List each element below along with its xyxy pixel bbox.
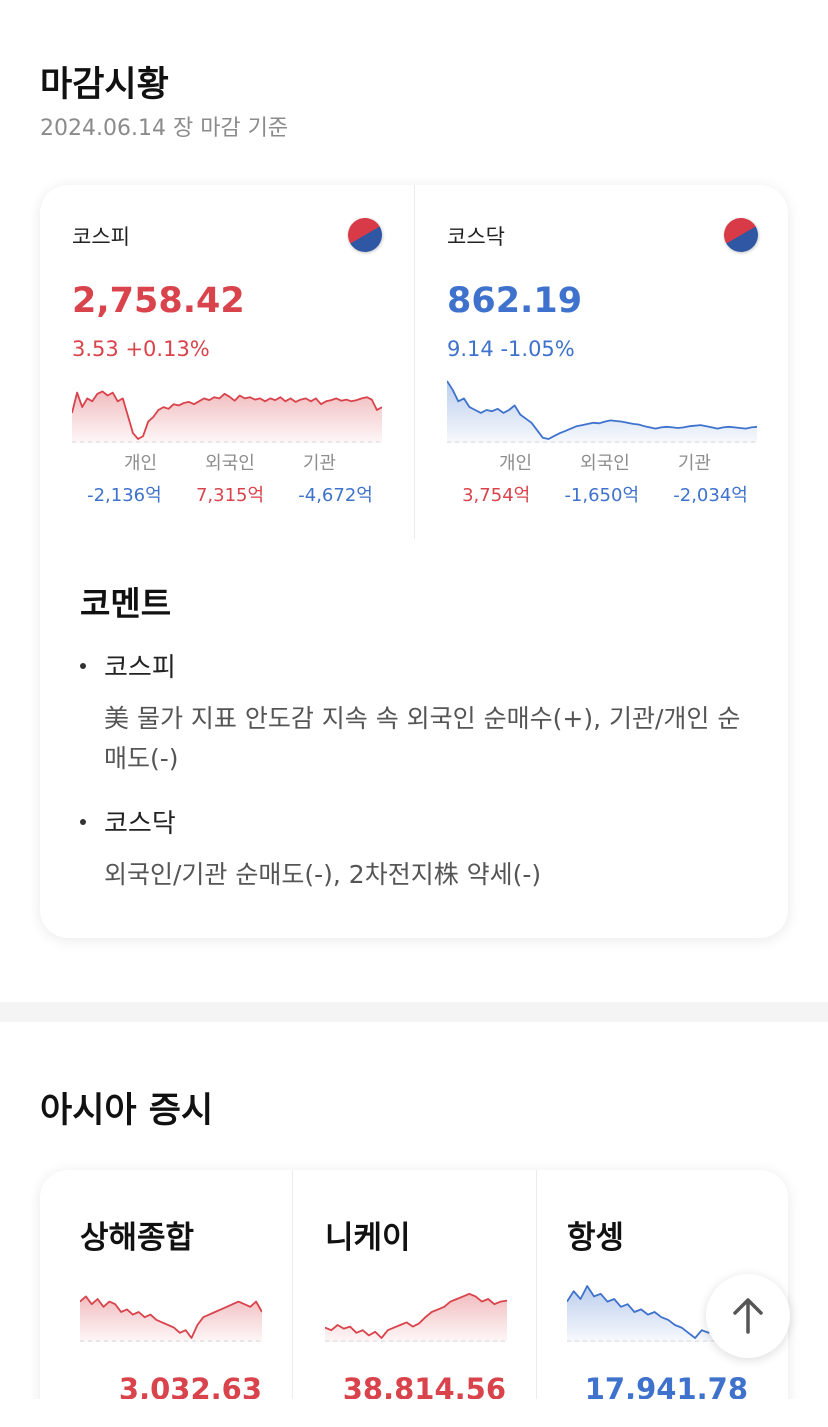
comment-title: 코멘트: [80, 584, 172, 623]
bottom-edge: [0, 1399, 828, 1427]
korea-flag-icon: [717, 211, 765, 259]
comment-item-body: 외국인/기관 순매도(-), 2차전지株 약세(-): [104, 860, 542, 889]
change-amount: 3.53: [72, 337, 119, 361]
kosdaq-sparkline-line: [447, 380, 757, 440]
asia-sparkline-0-line: [80, 1295, 262, 1339]
market-close-card: 코스피 2,758.42 3.53 +0.13% 개인 외국인 기관 -2,13…: [40, 185, 788, 938]
asia-markets-card: 상해종합 3,032.63 니케이 38,814.56 항셍 17,941.78: [40, 1170, 788, 1427]
investor-labels: 개인 외국인 기관: [100, 449, 360, 475]
arrow-up-icon: [733, 1298, 763, 1334]
page-title: 마감시황: [40, 65, 169, 105]
asia-market-nikkei[interactable]: 니케이 38,814.56: [292, 1170, 536, 1427]
kosdaq-sparkline: [447, 380, 757, 443]
change-percent: -1.05%: [500, 337, 575, 361]
investor-label-individual: 개인: [124, 453, 158, 474]
asia-sparkline-1-area: [325, 1293, 507, 1342]
investor-value-individual: -2,136억: [87, 485, 162, 506]
kospi-panel[interactable]: 코스피 2,758.42 3.53 +0.13% 개인 외국인 기관 -2,13…: [40, 185, 414, 539]
investor-value-individual: 3,754억: [462, 485, 531, 506]
comment-item-title: 코스피: [104, 653, 176, 683]
investor-labels: 개인 외국인 기관: [475, 449, 735, 475]
index-change: 9.14 -1.05%: [447, 337, 575, 361]
shanghai-sparkline: [80, 1295, 262, 1342]
bullet-dot: [80, 819, 86, 825]
change-amount: 9.14: [447, 337, 494, 361]
kosdaq-panel[interactable]: 코스닥 862.19 9.14 -1.05% 개인 외국인 기관 3,754억 …: [414, 185, 788, 539]
investor-label-individual: 개인: [499, 453, 533, 474]
investor-value-foreign: -1,650억: [564, 485, 640, 506]
market-name: 상해종합: [80, 1220, 195, 1256]
kosdaq-sparkline-area: [447, 381, 757, 443]
investor-value-institution: -4,672억: [298, 485, 373, 506]
investor-label-foreign: 외국인: [580, 453, 630, 474]
investor-value-institution: -2,034억: [673, 485, 748, 506]
kospi-sparkline-area: [72, 391, 382, 443]
nikkei-sparkline: [325, 1292, 507, 1342]
investor-label-foreign: 외국인: [205, 453, 255, 474]
investor-values: 3,754억 -1,650억 -2,034억: [445, 481, 765, 507]
close-date-subtitle: 2024.06.14 장 마감 기준: [40, 116, 289, 141]
kospi-sparkline: [72, 390, 382, 443]
index-change: 3.53 +0.13%: [72, 337, 210, 361]
kospi-sparkline-line: [72, 390, 382, 440]
comment-item-body: 美 물가 지표 안도감 지속 속 외국인 순매수(+), 기관/개인 순매도(-…: [104, 704, 741, 773]
investor-label-institution: 기관: [302, 453, 336, 474]
investor-value-foreign: 7,315억: [195, 485, 265, 506]
comment-item-title: 코스닥: [104, 809, 176, 839]
asia-sparkline-0-area: [80, 1296, 262, 1342]
index-name: 코스피: [72, 225, 130, 249]
scroll-to-top-button[interactable]: [706, 1274, 790, 1358]
section-divider: [0, 1002, 828, 1022]
asia-market-shanghai[interactable]: 상해종합 3,032.63: [40, 1170, 292, 1427]
index-value: 2,758.42: [72, 281, 245, 321]
change-percent: +0.13%: [125, 337, 210, 361]
investor-label-institution: 기관: [677, 453, 711, 474]
index-name: 코스닥: [447, 225, 505, 249]
investor-values: -2,136억 7,315억 -4,672억: [70, 481, 390, 507]
market-name: 니케이: [325, 1220, 411, 1256]
korea-flag-icon: [341, 211, 389, 259]
index-value: 862.19: [447, 281, 583, 321]
market-name: 항셍: [567, 1220, 625, 1256]
asia-sparkline-1-line: [325, 1292, 507, 1339]
bullet-dot: [80, 663, 86, 669]
asia-section-title: 아시아 증시: [40, 1091, 214, 1131]
